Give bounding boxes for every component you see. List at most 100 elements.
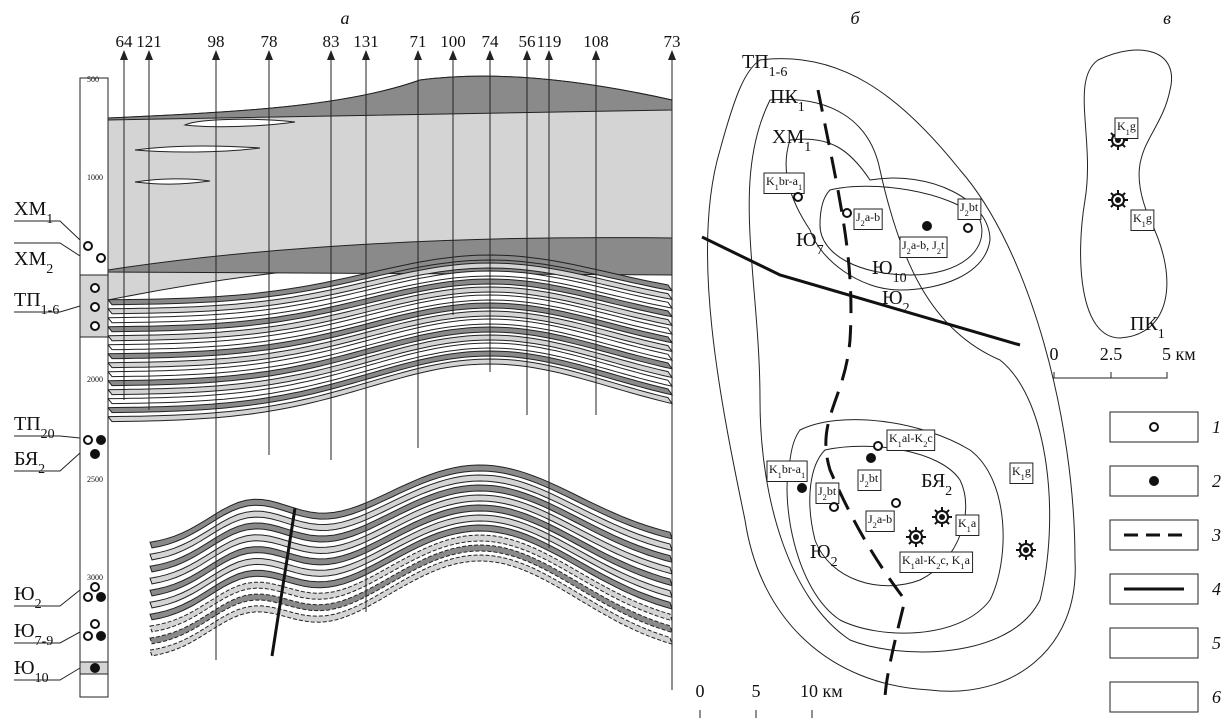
- symbol: [964, 224, 972, 232]
- label-part: c: [927, 431, 932, 445]
- label-part: 2: [38, 462, 45, 477]
- symbol: [913, 534, 919, 540]
- label-part: br-a: [779, 174, 799, 188]
- depth-tick: 2500: [87, 475, 103, 484]
- symbol: [1115, 197, 1121, 203]
- map-label: ТП1-6: [742, 51, 787, 80]
- label-part: g: [1025, 464, 1031, 478]
- well-number: 78: [261, 32, 278, 51]
- label-part: ХМ: [772, 126, 804, 148]
- scale-label: 5: [752, 681, 761, 701]
- label-part: al-K: [915, 553, 937, 567]
- well-number: 83: [323, 32, 340, 51]
- legend-number: 1: [1212, 417, 1221, 437]
- label-part: K: [1133, 211, 1142, 225]
- well-symbol: [91, 583, 99, 591]
- depth-tick: 1000: [87, 173, 103, 182]
- label-part: Ю: [810, 541, 831, 563]
- label-part: Ю: [14, 657, 35, 679]
- well-symbol: [91, 620, 99, 628]
- label-part: K: [1117, 119, 1126, 133]
- well-arrow: [449, 50, 457, 60]
- label-part: ХМ: [14, 198, 46, 220]
- legend-number: 6: [1212, 687, 1221, 707]
- well-arrow: [592, 50, 600, 60]
- inset-scale-label: 5 км: [1162, 344, 1196, 364]
- map-label: Ю2: [882, 287, 910, 316]
- map-label: БЯ2: [921, 470, 952, 499]
- legend-box: [1110, 682, 1198, 712]
- well-symbol: [91, 322, 99, 330]
- label-part: a: [971, 516, 977, 530]
- well-number: 71: [410, 32, 427, 51]
- well-symbol: [91, 664, 99, 672]
- depth-tick: 2000: [87, 375, 103, 384]
- label-part: Ю: [882, 287, 903, 309]
- symbol: [874, 442, 882, 450]
- well-number: 74: [482, 32, 500, 51]
- well-number: 119: [537, 32, 562, 51]
- well-symbol: [97, 436, 105, 444]
- label-part: 1-6: [41, 303, 60, 318]
- well-symbol: [84, 436, 92, 444]
- label-part: 7-9: [35, 634, 54, 649]
- legend-box: [1110, 628, 1198, 658]
- label-part: Ю: [872, 257, 893, 279]
- label-part: 2: [945, 484, 952, 499]
- map-label: Ю2: [810, 541, 838, 570]
- well-symbol: [91, 450, 99, 458]
- label-part: bt: [869, 471, 879, 485]
- well-symbol: [91, 284, 99, 292]
- well-number: 100: [440, 32, 466, 51]
- inset-scale-label: 2.5: [1100, 344, 1123, 364]
- horizon-label: ХМ2: [14, 248, 53, 277]
- label-part: 2: [831, 555, 838, 570]
- label-part: 1: [798, 183, 802, 192]
- horizon-label: ТП20: [14, 413, 55, 442]
- symbol: [939, 514, 945, 520]
- symbol: [923, 222, 931, 230]
- symbol: [830, 503, 838, 511]
- label-part: ПК: [770, 86, 798, 108]
- well-symbol: [91, 303, 99, 311]
- label-part: 1: [46, 212, 53, 227]
- label-part: K: [769, 462, 778, 476]
- label-part: 10: [35, 671, 49, 686]
- fault: [702, 237, 1020, 345]
- well-number: 121: [136, 32, 162, 51]
- label-part: ПК: [1130, 313, 1158, 335]
- label-part: 2: [903, 301, 910, 316]
- label-part: K: [958, 516, 967, 530]
- label-part: c, K: [940, 553, 960, 567]
- well-arrow: [486, 50, 494, 60]
- well-arrow: [120, 50, 128, 60]
- well-number: 98: [208, 32, 225, 51]
- label-part: 1: [798, 100, 805, 115]
- label-part: a: [965, 553, 971, 567]
- legend-symbol: [1150, 423, 1158, 431]
- label-part: K: [889, 431, 898, 445]
- panel-label: б: [850, 8, 860, 28]
- well-symbol: [97, 593, 105, 601]
- symbol: [843, 209, 851, 217]
- horizon-label: Ю7-9: [14, 620, 53, 649]
- well-arrow: [265, 50, 273, 60]
- label-part: БЯ: [14, 448, 38, 470]
- map-label: Ю7: [796, 229, 824, 258]
- label-part: a-b: [877, 512, 892, 526]
- well-symbol: [84, 593, 92, 601]
- well-symbol: [97, 254, 105, 262]
- scale-label: 10 км: [800, 681, 843, 701]
- horizon-label: ТП1-6: [14, 289, 59, 318]
- well-arrow: [668, 50, 676, 60]
- label-part: K: [1012, 464, 1021, 478]
- well-arrow: [414, 50, 422, 60]
- depth-tick: 3000: [87, 573, 103, 582]
- label-part: Ю: [14, 620, 35, 642]
- label-part: 7: [817, 243, 824, 258]
- well-number: 131: [353, 32, 379, 51]
- legend-symbol: [1150, 477, 1158, 485]
- label-part: 2: [46, 262, 53, 277]
- well-number: 73: [664, 32, 681, 51]
- label-part: 1-6: [769, 65, 788, 80]
